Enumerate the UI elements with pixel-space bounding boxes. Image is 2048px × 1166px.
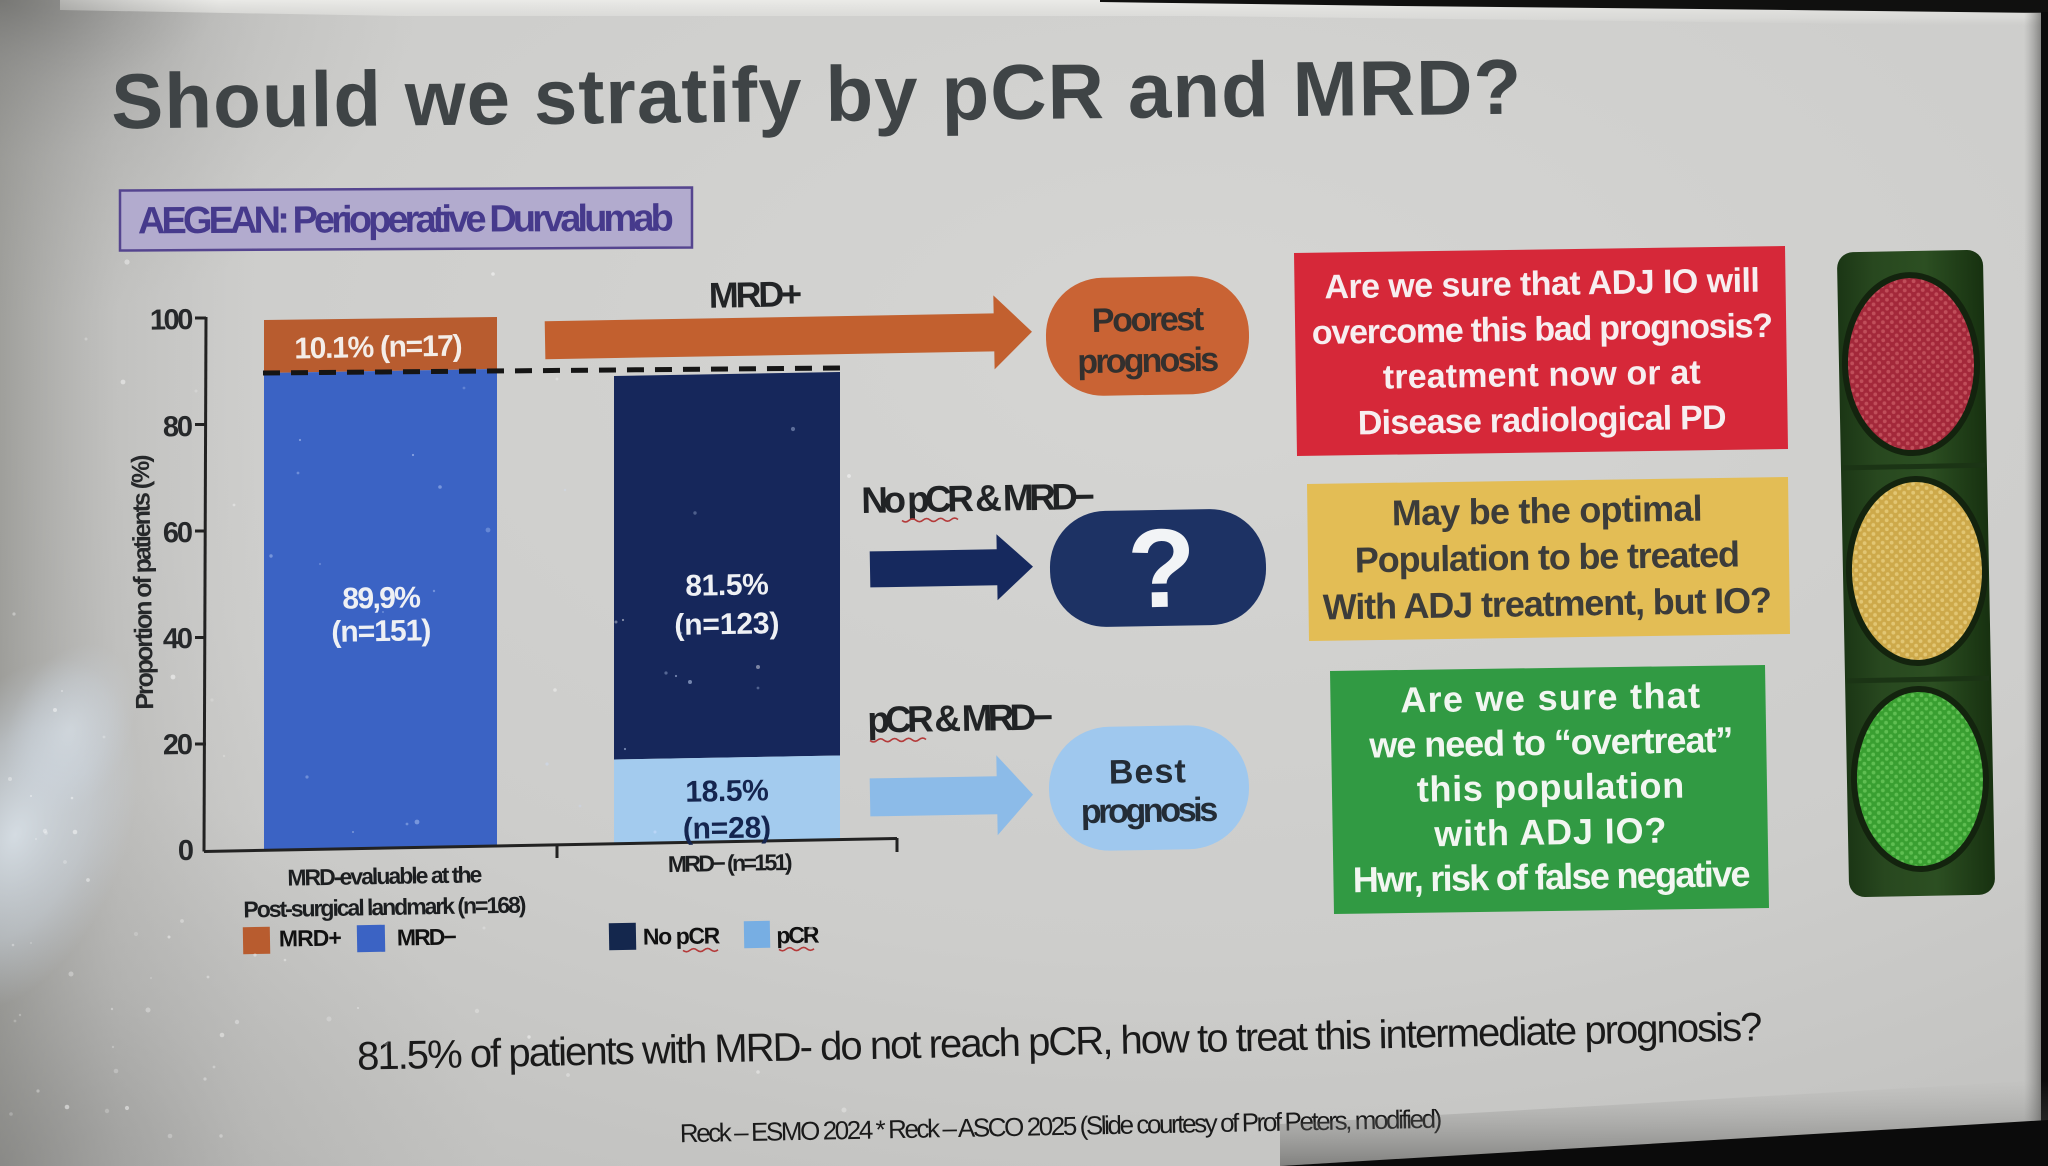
svg-text:80: 80 — [163, 411, 192, 443]
svg-text:Population to be treated: Population to be treated — [1355, 533, 1740, 580]
svg-text:Should we stratify by pCR and: Should we stratify by pCR and MRD? — [111, 43, 1523, 146]
svg-text:With ADJ treatment, but IO?: With ADJ treatment, but IO? — [1322, 579, 1771, 627]
svg-text:100: 100 — [150, 304, 193, 337]
svg-text:MRD+: MRD+ — [708, 273, 801, 316]
svg-text:(n=123): (n=123) — [674, 607, 780, 642]
svg-text:Hwr, risk of false negative: Hwr, risk of false negative — [1352, 853, 1749, 900]
svg-text:MRD+: MRD+ — [279, 924, 342, 951]
svg-text:(n=28): (n=28) — [683, 811, 772, 846]
svg-text:we need to “overtreat”: we need to “overtreat” — [1368, 719, 1733, 766]
svg-text:60: 60 — [163, 517, 192, 549]
svg-text:this population: this population — [1416, 764, 1685, 809]
svg-text:Disease radiological PD: Disease radiological PD — [1358, 399, 1727, 443]
svg-text:0: 0 — [178, 835, 193, 867]
svg-text:40: 40 — [163, 623, 192, 655]
svg-text:pCR & MRD−: pCR & MRD− — [867, 696, 1053, 740]
svg-text:89,9%: 89,9% — [342, 581, 421, 615]
svg-text:20: 20 — [163, 729, 192, 761]
svg-text:with ADJ IO?: with ADJ IO? — [1433, 810, 1668, 855]
svg-text:81.5%: 81.5% — [685, 568, 769, 602]
svg-text:overcome this bad prognosis?: overcome this bad prognosis? — [1312, 307, 1773, 352]
svg-text:prognosis: prognosis — [1077, 341, 1219, 381]
svg-text:No pCR & MRD−: No pCR & MRD− — [861, 476, 1095, 521]
svg-text:MRD-evaluable at the: MRD-evaluable at the — [287, 861, 482, 890]
svg-text:Are we sure that ADJ IO will: Are we sure that ADJ IO will — [1324, 262, 1759, 307]
svg-text:prognosis: prognosis — [1080, 791, 1217, 831]
svg-text:(n=151): (n=151) — [331, 614, 431, 649]
svg-text:AEGEAN: Perioperative Durvalum: AEGEAN: Perioperative Durvalumab — [138, 198, 673, 243]
svg-text:May be the optimal: May be the optimal — [1391, 488, 1702, 534]
svg-text:Best: Best — [1108, 752, 1187, 791]
svg-text:18.5%: 18.5% — [685, 774, 769, 808]
svg-text:No pCR: No pCR — [643, 922, 721, 949]
svg-text:pCR: pCR — [776, 922, 820, 949]
svg-text:10.1% (n=17): 10.1% (n=17) — [294, 330, 462, 366]
svg-text:?: ? — [1126, 505, 1190, 631]
svg-text:Proportion of patients (%): Proportion of patients (%) — [127, 455, 159, 710]
svg-text:treatment now or at: treatment now or at — [1383, 354, 1702, 397]
svg-text:MRD− (n=151): MRD− (n=151) — [668, 849, 792, 877]
svg-text:MRD−: MRD− — [397, 923, 457, 950]
svg-text:Post-surgical landmark (n=168): Post-surgical landmark (n=168) — [243, 892, 526, 923]
svg-text:Poorest: Poorest — [1091, 300, 1204, 340]
svg-text:Are we sure that: Are we sure that — [1400, 675, 1702, 721]
